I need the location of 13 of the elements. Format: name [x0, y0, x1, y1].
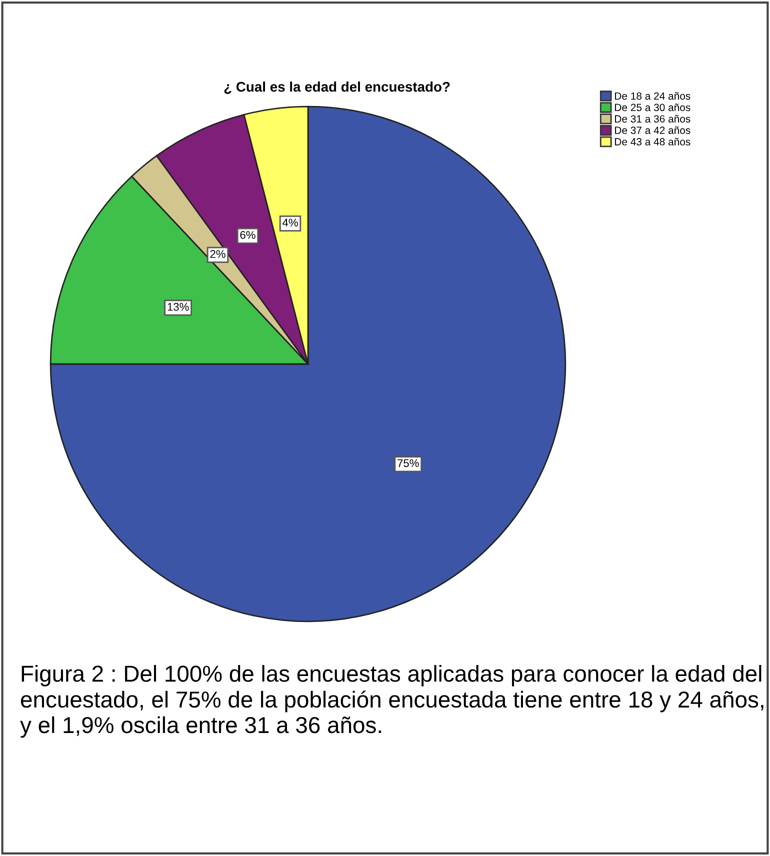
data-label: 4%	[282, 218, 298, 226]
pie-slice	[50, 106, 566, 622]
data-label: 13%	[168, 302, 189, 311]
data-label: 75%	[398, 459, 419, 468]
legend-label: De 31 a 36 años	[615, 114, 690, 123]
legend-label: De 18 a 24 años	[615, 92, 690, 100]
data-label: 6%	[240, 231, 256, 239]
chart-title: ¿ Cual es la edad del encuestado?	[224, 82, 450, 94]
legend-label: De 37 a 42 años	[615, 126, 690, 134]
legend-label: De 25 a 30 años	[615, 104, 690, 112]
data-label: 2%	[210, 250, 226, 258]
text: Figura 2 : Del 100% de las encuestas aplicadas para conocer la edad del encuestado, el 75% de la población encuestada tiene entre 18 y 24 años, y el 1,9% oscila entre 31 a 36 años.	[20, 665, 764, 738]
legend-label: De 43 a 48 años	[615, 138, 690, 146]
